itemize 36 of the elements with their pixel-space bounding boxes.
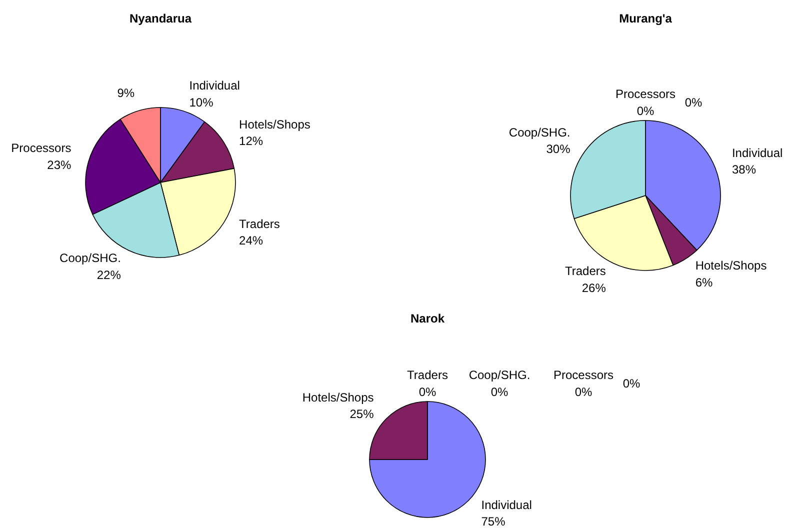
data-label: 12% — [239, 134, 264, 148]
text: 0% — [418, 384, 436, 399]
data-label: 23% — [47, 158, 72, 172]
text: 0% — [622, 376, 640, 390]
slice-label: Individual — [732, 146, 783, 160]
data-label: 25% — [350, 407, 374, 422]
data-label: 38% — [732, 162, 756, 177]
category-label: Coop/SHG. — [468, 368, 530, 382]
slice-label: Traders — [565, 264, 606, 278]
data-label: 10% — [189, 95, 214, 110]
slice-label: Traders — [239, 216, 280, 231]
data-label: 30% — [546, 142, 571, 156]
slice-label: Coop/SHG. — [508, 125, 570, 140]
slice-label: Coop/SHG. — [60, 251, 121, 266]
slice-label: Processors — [11, 141, 72, 156]
category-label: Processors — [553, 368, 614, 382]
data-label: 9% — [117, 86, 135, 100]
category-label: Processors — [615, 87, 676, 102]
chart-title: Nyandarua — [129, 12, 192, 26]
data-label: 75% — [481, 514, 506, 529]
text: 0% — [574, 384, 592, 399]
chart-title: Murang'a — [619, 12, 672, 26]
data-label: 6% — [695, 275, 714, 290]
chart-title: Narok — [410, 312, 445, 326]
text: 0% — [490, 384, 508, 399]
slice-label: Hotels/Shops — [695, 258, 767, 273]
data-label: 24% — [239, 234, 264, 248]
data-label: 26% — [582, 281, 606, 296]
text: 0% — [684, 96, 702, 110]
slice-label: Hotels/Shops — [302, 390, 374, 404]
slice-label: Individual — [481, 498, 532, 512]
data-label: 22% — [96, 268, 122, 282]
category-label: Traders — [407, 368, 448, 382]
slice-label: Hotels/Shops — [239, 117, 310, 132]
text: 0% — [636, 104, 654, 118]
slice-label: Individual — [189, 78, 240, 93]
